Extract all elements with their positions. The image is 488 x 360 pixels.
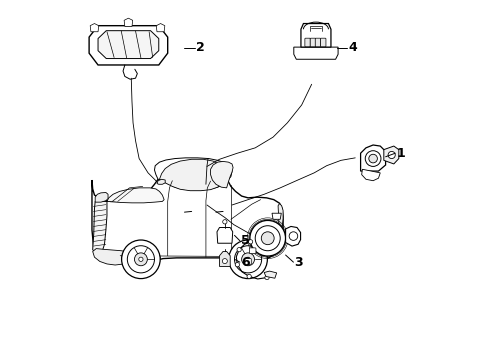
Circle shape xyxy=(241,253,254,266)
Polygon shape xyxy=(90,23,99,32)
Circle shape xyxy=(234,246,261,273)
FancyBboxPatch shape xyxy=(315,38,320,47)
Polygon shape xyxy=(156,23,164,32)
Polygon shape xyxy=(361,169,380,181)
Polygon shape xyxy=(93,202,107,256)
Circle shape xyxy=(122,240,160,279)
Text: 1: 1 xyxy=(395,147,404,160)
Circle shape xyxy=(288,232,297,240)
FancyBboxPatch shape xyxy=(249,248,255,253)
Polygon shape xyxy=(285,226,300,246)
Circle shape xyxy=(228,240,267,279)
Circle shape xyxy=(264,275,268,280)
Circle shape xyxy=(246,274,251,279)
Polygon shape xyxy=(124,18,132,26)
Polygon shape xyxy=(107,188,164,203)
Circle shape xyxy=(261,232,274,245)
Circle shape xyxy=(387,152,394,158)
Text: 5: 5 xyxy=(241,234,249,247)
Polygon shape xyxy=(93,249,133,265)
Polygon shape xyxy=(98,31,159,59)
Circle shape xyxy=(127,246,154,273)
Polygon shape xyxy=(210,161,233,188)
Circle shape xyxy=(222,220,226,224)
Circle shape xyxy=(235,262,239,267)
Polygon shape xyxy=(271,213,281,219)
Circle shape xyxy=(134,253,147,266)
Polygon shape xyxy=(383,146,398,164)
FancyBboxPatch shape xyxy=(304,38,309,47)
Circle shape xyxy=(368,154,377,163)
Polygon shape xyxy=(300,23,330,47)
Circle shape xyxy=(248,240,252,244)
Text: 6: 6 xyxy=(241,256,249,269)
Circle shape xyxy=(255,226,280,251)
Text: 3: 3 xyxy=(294,256,303,269)
Circle shape xyxy=(365,151,380,166)
Polygon shape xyxy=(159,159,225,191)
Circle shape xyxy=(139,257,143,261)
FancyBboxPatch shape xyxy=(244,258,251,264)
Polygon shape xyxy=(278,203,283,227)
Circle shape xyxy=(222,258,227,264)
Polygon shape xyxy=(95,193,108,202)
Circle shape xyxy=(237,248,241,252)
Polygon shape xyxy=(157,179,165,184)
Polygon shape xyxy=(264,271,276,278)
Polygon shape xyxy=(154,158,231,190)
Polygon shape xyxy=(293,47,337,59)
Text: 2: 2 xyxy=(196,41,204,54)
Text: 4: 4 xyxy=(347,41,356,54)
Polygon shape xyxy=(89,26,167,65)
Polygon shape xyxy=(219,251,230,266)
Circle shape xyxy=(249,220,285,256)
Polygon shape xyxy=(360,145,385,171)
FancyBboxPatch shape xyxy=(309,38,315,47)
Circle shape xyxy=(245,257,250,261)
FancyBboxPatch shape xyxy=(320,38,325,47)
Polygon shape xyxy=(217,228,232,243)
Polygon shape xyxy=(92,166,283,262)
